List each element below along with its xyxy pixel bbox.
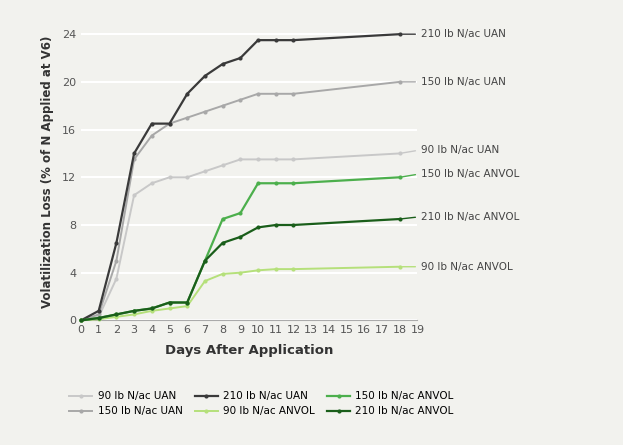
- Text: 90 lb N/ac UAN: 90 lb N/ac UAN: [402, 145, 499, 155]
- 90 lb N/ac ANVOL: [254, 267, 262, 273]
- 210 lb N/ac UAN: [201, 73, 209, 79]
- 150 lb N/ac UAN: [77, 318, 85, 323]
- 210 lb N/ac UAN: [396, 32, 404, 37]
- 210 lb N/ac ANVOL: [95, 316, 102, 321]
- Text: 150 lb N/ac ANVOL: 150 lb N/ac ANVOL: [402, 169, 520, 179]
- Text: 210 lb N/ac UAN: 210 lb N/ac UAN: [402, 29, 506, 39]
- 210 lb N/ac UAN: [113, 240, 120, 246]
- 210 lb N/ac ANVOL: [219, 240, 226, 246]
- Line: 90 lb N/ac UAN: 90 lb N/ac UAN: [79, 151, 402, 323]
- 210 lb N/ac ANVOL: [166, 300, 173, 305]
- Text: 150 lb N/ac UAN: 150 lb N/ac UAN: [402, 77, 506, 87]
- 90 lb N/ac ANVOL: [148, 308, 156, 314]
- 210 lb N/ac UAN: [77, 318, 85, 323]
- 90 lb N/ac ANVOL: [290, 267, 297, 272]
- 90 lb N/ac ANVOL: [237, 270, 244, 275]
- 210 lb N/ac ANVOL: [396, 216, 404, 222]
- 90 lb N/ac ANVOL: [219, 271, 226, 276]
- 150 lb N/ac ANVOL: [272, 181, 280, 186]
- 90 lb N/ac ANVOL: [201, 279, 209, 284]
- Line: 210 lb N/ac ANVOL: 210 lb N/ac ANVOL: [79, 217, 402, 323]
- 90 lb N/ac ANVOL: [396, 264, 404, 269]
- 210 lb N/ac UAN: [166, 121, 173, 126]
- 210 lb N/ac ANVOL: [148, 306, 156, 311]
- 90 lb N/ac UAN: [148, 181, 156, 186]
- 210 lb N/ac UAN: [130, 151, 138, 156]
- 210 lb N/ac ANVOL: [201, 258, 209, 263]
- 150 lb N/ac UAN: [148, 133, 156, 138]
- 210 lb N/ac UAN: [290, 37, 297, 43]
- 90 lb N/ac ANVOL: [166, 306, 173, 311]
- 150 lb N/ac UAN: [130, 157, 138, 162]
- 150 lb N/ac ANVOL: [113, 312, 120, 317]
- Legend: 90 lb N/ac UAN, 150 lb N/ac UAN, 210 lb N/ac UAN, 90 lb N/ac ANVOL, 150 lb N/ac : 90 lb N/ac UAN, 150 lb N/ac UAN, 210 lb …: [69, 391, 454, 417]
- 210 lb N/ac UAN: [148, 121, 156, 126]
- 150 lb N/ac UAN: [272, 91, 280, 97]
- 210 lb N/ac UAN: [254, 37, 262, 43]
- 150 lb N/ac ANVOL: [237, 210, 244, 216]
- 90 lb N/ac UAN: [113, 276, 120, 281]
- 90 lb N/ac UAN: [272, 157, 280, 162]
- 150 lb N/ac ANVOL: [396, 174, 404, 180]
- 210 lb N/ac UAN: [219, 61, 226, 67]
- Line: 210 lb N/ac UAN: 210 lb N/ac UAN: [79, 32, 402, 323]
- 90 lb N/ac UAN: [201, 169, 209, 174]
- 150 lb N/ac ANVOL: [254, 181, 262, 186]
- 90 lb N/ac UAN: [130, 193, 138, 198]
- 150 lb N/ac UAN: [290, 91, 297, 97]
- 210 lb N/ac ANVOL: [130, 308, 138, 314]
- 90 lb N/ac UAN: [166, 174, 173, 180]
- Line: 150 lb N/ac UAN: 150 lb N/ac UAN: [79, 80, 402, 323]
- 150 lb N/ac ANVOL: [95, 316, 102, 321]
- 150 lb N/ac UAN: [113, 258, 120, 263]
- Text: 210 lb N/ac ANVOL: 210 lb N/ac ANVOL: [402, 212, 520, 222]
- 150 lb N/ac UAN: [254, 91, 262, 97]
- 90 lb N/ac ANVOL: [113, 314, 120, 320]
- 90 lb N/ac ANVOL: [95, 316, 102, 322]
- 90 lb N/ac UAN: [237, 157, 244, 162]
- Line: 150 lb N/ac ANVOL: 150 lb N/ac ANVOL: [79, 175, 402, 323]
- 150 lb N/ac UAN: [95, 312, 102, 317]
- 210 lb N/ac ANVOL: [272, 222, 280, 228]
- 90 lb N/ac ANVOL: [184, 303, 191, 309]
- 90 lb N/ac ANVOL: [130, 312, 138, 317]
- 150 lb N/ac UAN: [201, 109, 209, 114]
- 210 lb N/ac UAN: [184, 91, 191, 97]
- 210 lb N/ac UAN: [272, 37, 280, 43]
- 90 lb N/ac ANVOL: [77, 318, 85, 323]
- 150 lb N/ac UAN: [166, 121, 173, 126]
- 150 lb N/ac ANVOL: [290, 181, 297, 186]
- 210 lb N/ac ANVOL: [237, 234, 244, 239]
- 90 lb N/ac ANVOL: [272, 267, 280, 272]
- 150 lb N/ac UAN: [184, 115, 191, 120]
- 150 lb N/ac ANVOL: [201, 258, 209, 263]
- 90 lb N/ac UAN: [396, 151, 404, 156]
- 210 lb N/ac UAN: [95, 308, 102, 314]
- 90 lb N/ac UAN: [219, 163, 226, 168]
- 150 lb N/ac UAN: [237, 97, 244, 102]
- 210 lb N/ac UAN: [237, 55, 244, 61]
- 90 lb N/ac UAN: [95, 314, 102, 320]
- 150 lb N/ac ANVOL: [130, 308, 138, 314]
- 150 lb N/ac UAN: [396, 79, 404, 85]
- 210 lb N/ac ANVOL: [113, 312, 120, 317]
- 90 lb N/ac UAN: [184, 174, 191, 180]
- 150 lb N/ac ANVOL: [166, 300, 173, 305]
- 210 lb N/ac ANVOL: [184, 300, 191, 305]
- 150 lb N/ac ANVOL: [148, 306, 156, 311]
- 90 lb N/ac UAN: [254, 157, 262, 162]
- 150 lb N/ac ANVOL: [219, 216, 226, 222]
- 210 lb N/ac ANVOL: [77, 318, 85, 323]
- Text: 90 lb N/ac ANVOL: 90 lb N/ac ANVOL: [402, 262, 513, 272]
- 210 lb N/ac ANVOL: [254, 225, 262, 230]
- Line: 90 lb N/ac ANVOL: 90 lb N/ac ANVOL: [79, 265, 402, 323]
- Y-axis label: Volatilization Loss (% of N Applied at V6): Volatilization Loss (% of N Applied at V…: [40, 35, 54, 307]
- 90 lb N/ac UAN: [77, 318, 85, 323]
- 150 lb N/ac UAN: [219, 103, 226, 109]
- 150 lb N/ac ANVOL: [77, 318, 85, 323]
- 90 lb N/ac UAN: [290, 157, 297, 162]
- 210 lb N/ac ANVOL: [290, 222, 297, 228]
- X-axis label: Days After Application: Days After Application: [165, 344, 333, 356]
- 150 lb N/ac ANVOL: [184, 300, 191, 305]
